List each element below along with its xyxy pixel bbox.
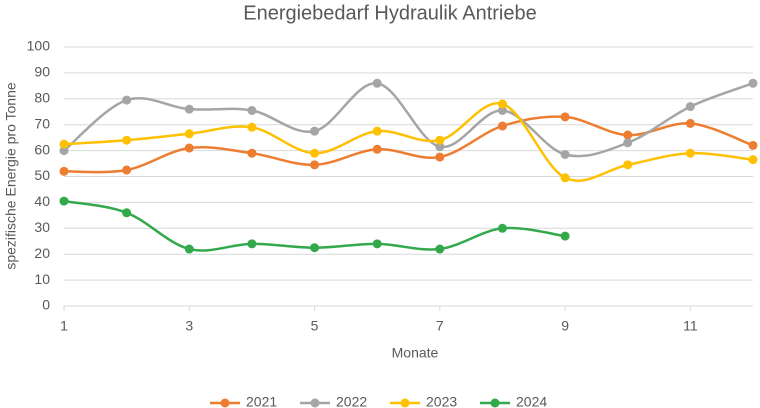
data-point xyxy=(59,166,69,176)
legend-marker xyxy=(310,398,320,408)
x-tick-label: 7 xyxy=(436,318,444,334)
data-point xyxy=(560,149,570,159)
data-point xyxy=(435,152,445,162)
x-tick-label: 1 xyxy=(60,318,68,334)
y-tick-label: 90 xyxy=(34,64,50,80)
y-tick-label: 70 xyxy=(34,115,50,131)
series-line xyxy=(63,199,566,252)
data-point xyxy=(184,143,194,153)
data-point xyxy=(497,223,507,233)
data-point xyxy=(122,165,132,175)
x-axis-label: Monate xyxy=(392,345,439,361)
data-point xyxy=(372,239,382,249)
series-line xyxy=(63,82,754,158)
data-point xyxy=(748,78,758,88)
data-point xyxy=(184,244,194,254)
data-point xyxy=(184,104,194,114)
data-point xyxy=(59,146,69,156)
data-point xyxy=(560,231,570,241)
data-point xyxy=(685,102,695,112)
legend-marker xyxy=(490,398,500,408)
data-point xyxy=(497,105,507,115)
data-point xyxy=(435,244,445,254)
legend-marker xyxy=(400,398,410,408)
data-point xyxy=(623,130,633,140)
legend-label: 2021 xyxy=(246,394,277,408)
data-point xyxy=(247,105,257,115)
data-point xyxy=(59,196,69,206)
data-point xyxy=(748,140,758,150)
x-tick-label: 5 xyxy=(311,318,319,334)
data-point xyxy=(623,138,633,148)
data-point xyxy=(122,135,132,145)
y-tick-label: 50 xyxy=(34,167,50,183)
y-tick-label: 80 xyxy=(34,90,50,106)
y-tick-label: 60 xyxy=(34,141,50,157)
y-tick-label: 0 xyxy=(42,297,50,313)
y-tick-label: 40 xyxy=(34,193,50,209)
y-axis-label: spezifische Energie pro Tonne xyxy=(3,82,19,270)
data-point xyxy=(623,160,633,170)
data-point xyxy=(560,173,570,183)
data-point xyxy=(497,99,507,109)
y-tick-label: 10 xyxy=(34,271,50,287)
data-point xyxy=(372,126,382,136)
data-point xyxy=(310,148,320,158)
data-point xyxy=(122,95,132,105)
data-point xyxy=(184,129,194,139)
data-point xyxy=(247,148,257,158)
x-tick-label: 11 xyxy=(683,318,698,334)
legend-marker xyxy=(220,398,230,408)
data-point xyxy=(310,243,320,253)
x-tick-label: 9 xyxy=(561,318,569,334)
data-point xyxy=(247,122,257,132)
chart-title: Energiebedarf Hydraulik Antriebe xyxy=(243,2,537,24)
legend-label: 2023 xyxy=(426,394,457,408)
y-tick-label: 20 xyxy=(34,245,50,261)
data-point xyxy=(685,118,695,128)
data-point xyxy=(748,155,758,165)
data-point xyxy=(310,160,320,170)
data-point xyxy=(372,78,382,88)
data-point xyxy=(560,112,570,122)
data-point xyxy=(310,126,320,136)
data-point xyxy=(435,135,445,145)
legend-label: 2022 xyxy=(336,394,367,408)
data-point xyxy=(59,139,69,149)
data-point xyxy=(435,142,445,152)
y-tick-label: 100 xyxy=(27,38,51,54)
x-tick-label: 3 xyxy=(185,318,193,334)
legend-label: 2024 xyxy=(516,394,547,408)
y-tick-label: 30 xyxy=(34,219,50,235)
data-point xyxy=(497,121,507,131)
data-point xyxy=(122,208,132,218)
data-point xyxy=(372,144,382,154)
data-point xyxy=(247,239,257,249)
data-point xyxy=(685,148,695,158)
